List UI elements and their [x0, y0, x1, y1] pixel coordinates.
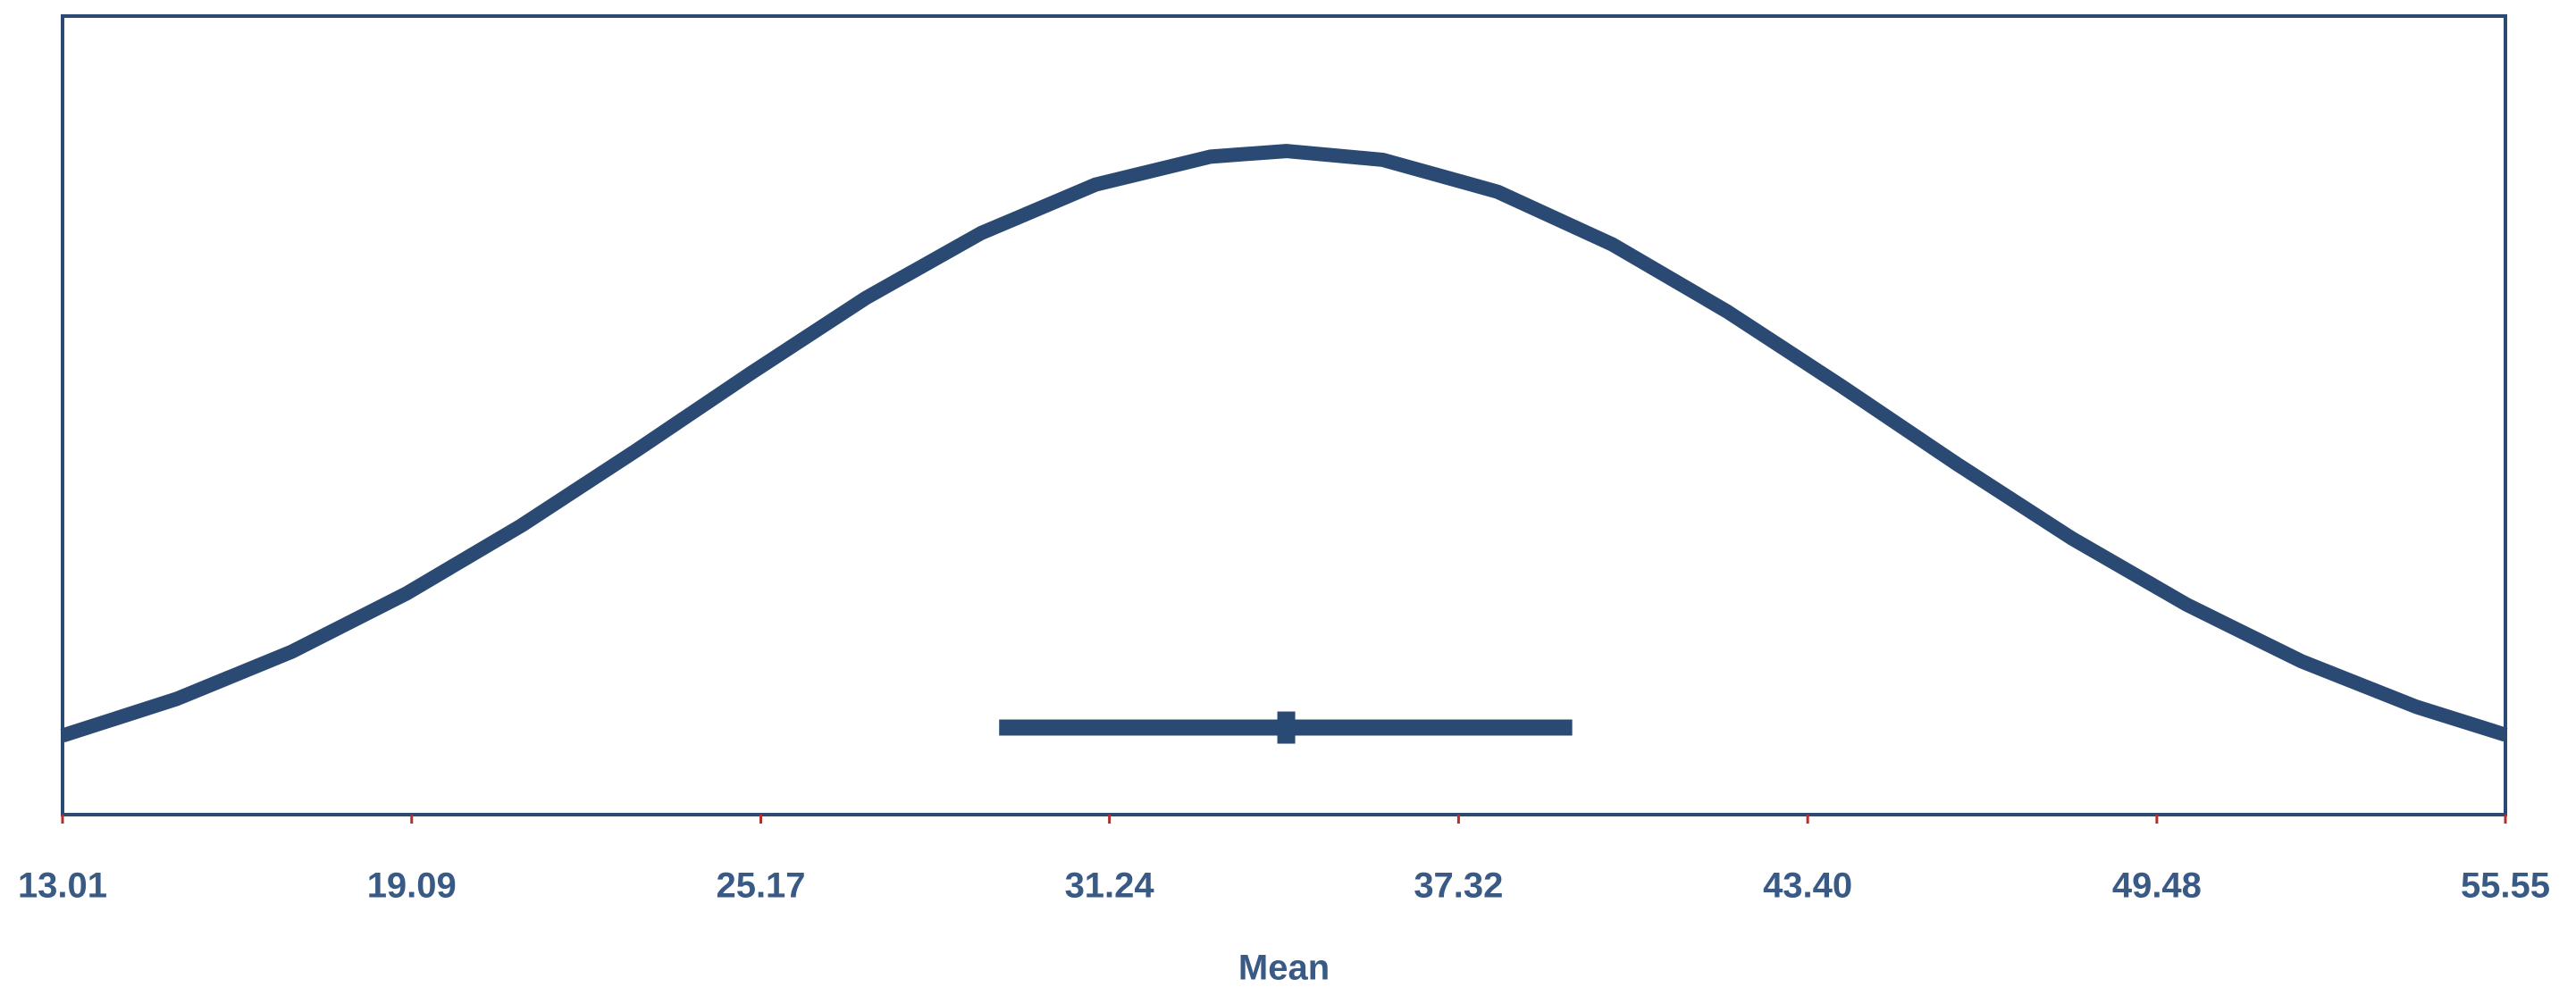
x-tick-label: 25.17	[716, 866, 805, 906]
x-tick-label: 55.55	[2461, 866, 2550, 906]
x-axis-label: Mean	[1238, 949, 1330, 988]
x-tick-label: 49.48	[2112, 866, 2202, 906]
x-tick-label: 19.09	[367, 866, 457, 906]
x-tick-label: 37.32	[1414, 866, 1503, 906]
x-tick-label: 43.40	[1763, 866, 1852, 906]
plot-frame	[61, 14, 2507, 816]
density-curve	[60, 144, 2508, 743]
x-tick-label: 31.24	[1065, 866, 1155, 906]
x-tick-label: 13.01	[18, 866, 107, 906]
mean-marker	[1277, 711, 1296, 744]
